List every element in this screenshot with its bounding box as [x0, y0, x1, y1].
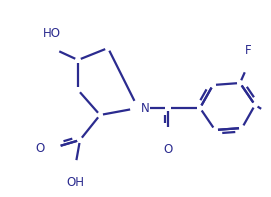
Text: O: O — [36, 141, 45, 154]
Text: F: F — [245, 44, 251, 57]
Text: OH: OH — [66, 176, 84, 189]
Text: N: N — [141, 101, 150, 114]
Text: HO: HO — [43, 27, 61, 40]
Text: O: O — [163, 143, 173, 156]
